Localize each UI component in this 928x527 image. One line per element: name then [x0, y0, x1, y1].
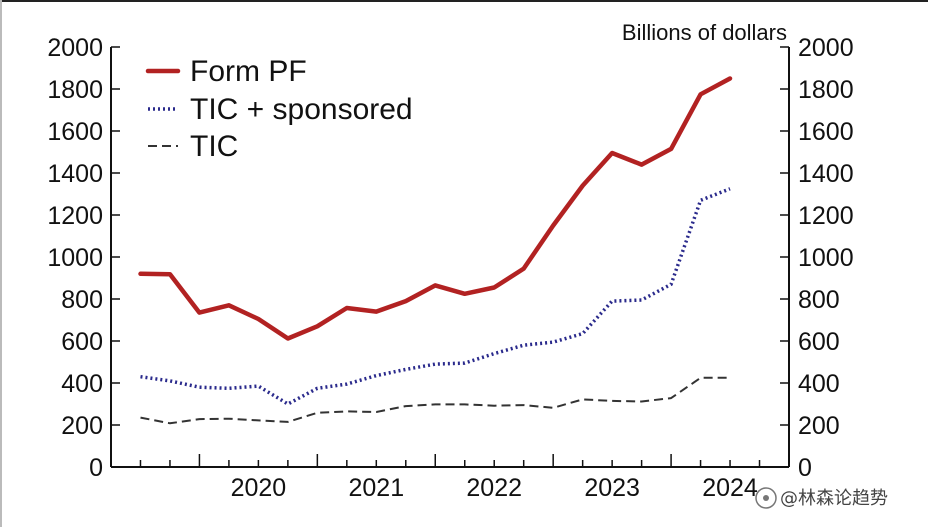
series-line-1 [138, 76, 733, 341]
watermark-logo-icon [755, 487, 777, 509]
x-tick-label: 2023 [584, 474, 640, 502]
y-tick-label-left: 200 [61, 412, 103, 440]
legend-label-2: TIC + sponsored [190, 93, 413, 126]
y-tick-label-left: 1600 [47, 118, 103, 146]
y-tick-label-left: 400 [61, 370, 103, 398]
chart-axes: 0 0 200 200 400 400 600 600 800 800 1000 1000 1200 12… [47, 34, 853, 502]
x-tick-label: 2024 [702, 474, 758, 502]
y-tick-label-right: 200 [798, 412, 840, 440]
y-tick-label-right: 1200 [798, 202, 854, 230]
watermark-logo-dot-icon [763, 495, 769, 501]
x-tick-label: 2022 [466, 474, 522, 502]
watermark-text: @林森论趋势 [780, 488, 888, 509]
y-tick-label-right: 600 [798, 328, 840, 356]
y-tick-label-right: 800 [798, 286, 840, 314]
y-tick-label-left: 2000 [47, 34, 103, 62]
chart-legend: Form PF TIC + sponsored TIC [145, 55, 413, 163]
left-border-line [0, 0, 2, 527]
y-tick-label-right: 1800 [798, 76, 854, 104]
unit-label: Billions of dollars [622, 20, 787, 45]
y-tick-label-right: 1400 [798, 160, 854, 188]
y-tick-label-left: 800 [61, 286, 103, 314]
x-tick-label: 2020 [231, 474, 287, 502]
watermark: @林森论趋势 [755, 487, 888, 509]
legend-label-1: Form PF [190, 55, 307, 88]
y-tick-label-right: 0 [798, 454, 812, 482]
legend-label-3: TIC [190, 130, 238, 163]
y-tick-label-left: 1000 [47, 244, 103, 272]
y-tick-label-left: 1400 [47, 160, 103, 188]
y-tick-label-right: 1600 [798, 118, 854, 146]
x-tick-label: 2021 [348, 474, 404, 502]
y-tick-label-right: 2000 [798, 34, 854, 62]
y-tick-label-left: 0 [89, 454, 103, 482]
y-tick-label-left: 600 [61, 328, 103, 356]
series-line-3 [140, 376, 730, 425]
series-line-2 [140, 187, 731, 406]
y-tick-label-right: 1000 [798, 244, 854, 272]
y-tick-label-left: 1200 [47, 202, 103, 230]
y-tick-label-right: 400 [798, 370, 840, 398]
chart-series [138, 76, 733, 425]
top-border-line [0, 0, 928, 2]
y-tick-label-left: 1800 [47, 76, 103, 104]
